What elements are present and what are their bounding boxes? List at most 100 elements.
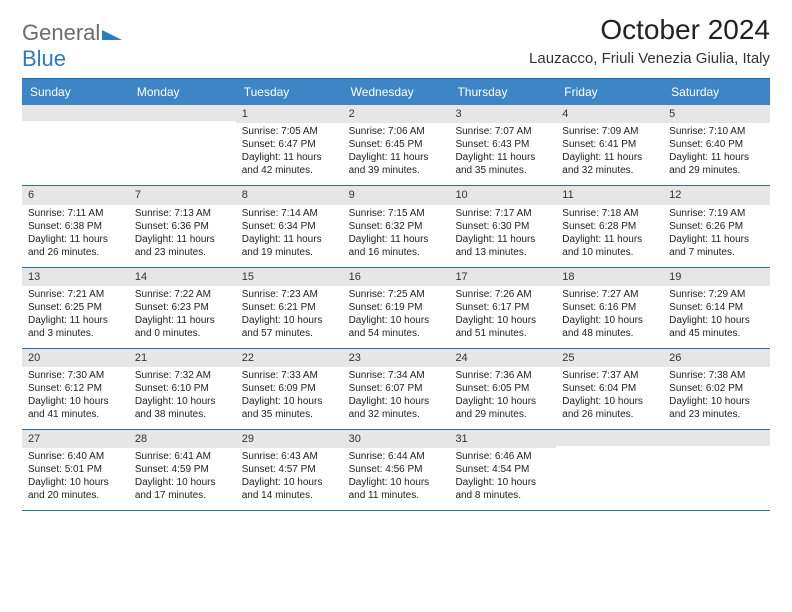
- day-number: 1: [236, 105, 343, 123]
- day-number: 14: [129, 268, 236, 286]
- day-cell: [663, 430, 770, 510]
- day-cell: 1Sunrise: 7:05 AMSunset: 6:47 PMDaylight…: [236, 105, 343, 185]
- page-title: October 2024: [529, 14, 770, 46]
- logo-word-1: General: [22, 20, 100, 45]
- sunrise-text: Sunrise: 7:38 AM: [669, 369, 764, 382]
- sunset-text: Sunset: 6:26 PM: [669, 220, 764, 233]
- day-body: Sunrise: 7:10 AMSunset: 6:40 PMDaylight:…: [663, 123, 770, 185]
- day-body: Sunrise: 7:18 AMSunset: 6:28 PMDaylight:…: [556, 205, 663, 267]
- day-body: Sunrise: 6:41 AMSunset: 4:59 PMDaylight:…: [129, 448, 236, 510]
- sunset-text: Sunset: 6:23 PM: [135, 301, 230, 314]
- daylight-text: Daylight: 11 hours and 32 minutes.: [562, 151, 657, 177]
- day-number: 7: [129, 186, 236, 204]
- sunrise-text: Sunrise: 7:22 AM: [135, 288, 230, 301]
- weekday-label: Monday: [129, 79, 236, 105]
- sunrise-text: Sunrise: 7:15 AM: [349, 207, 444, 220]
- day-number: 20: [22, 349, 129, 367]
- day-number: [22, 105, 129, 121]
- day-body: Sunrise: 7:34 AMSunset: 6:07 PMDaylight:…: [343, 367, 450, 429]
- daylight-text: Daylight: 11 hours and 26 minutes.: [28, 233, 123, 259]
- day-body: Sunrise: 7:14 AMSunset: 6:34 PMDaylight:…: [236, 205, 343, 267]
- daylight-text: Daylight: 11 hours and 16 minutes.: [349, 233, 444, 259]
- logo-triangle-icon: [102, 26, 122, 40]
- daylight-text: Daylight: 11 hours and 13 minutes.: [455, 233, 550, 259]
- daylight-text: Daylight: 10 hours and 48 minutes.: [562, 314, 657, 340]
- day-body: Sunrise: 6:43 AMSunset: 4:57 PMDaylight:…: [236, 448, 343, 510]
- day-body: Sunrise: 7:07 AMSunset: 6:43 PMDaylight:…: [449, 123, 556, 185]
- day-cell: 9Sunrise: 7:15 AMSunset: 6:32 PMDaylight…: [343, 186, 450, 266]
- day-number: 16: [343, 268, 450, 286]
- day-body: Sunrise: 7:36 AMSunset: 6:05 PMDaylight:…: [449, 367, 556, 429]
- day-number: 30: [343, 430, 450, 448]
- day-cell: 10Sunrise: 7:17 AMSunset: 6:30 PMDayligh…: [449, 186, 556, 266]
- daylight-text: Daylight: 10 hours and 26 minutes.: [562, 395, 657, 421]
- day-number: 13: [22, 268, 129, 286]
- sunset-text: Sunset: 6:41 PM: [562, 138, 657, 151]
- day-body: Sunrise: 7:23 AMSunset: 6:21 PMDaylight:…: [236, 286, 343, 348]
- day-cell: 13Sunrise: 7:21 AMSunset: 6:25 PMDayligh…: [22, 268, 129, 348]
- daylight-text: Daylight: 10 hours and 35 minutes.: [242, 395, 337, 421]
- day-body: Sunrise: 6:40 AMSunset: 5:01 PMDaylight:…: [22, 448, 129, 510]
- day-body: Sunrise: 7:19 AMSunset: 6:26 PMDaylight:…: [663, 205, 770, 267]
- sunrise-text: Sunrise: 7:07 AM: [455, 125, 550, 138]
- daylight-text: Daylight: 11 hours and 19 minutes.: [242, 233, 337, 259]
- sunrise-text: Sunrise: 7:06 AM: [349, 125, 444, 138]
- daylight-text: Daylight: 10 hours and 11 minutes.: [349, 476, 444, 502]
- weekday-header: SundayMondayTuesdayWednesdayThursdayFrid…: [22, 79, 770, 105]
- day-cell: 4Sunrise: 7:09 AMSunset: 6:41 PMDaylight…: [556, 105, 663, 185]
- sunset-text: Sunset: 6:38 PM: [28, 220, 123, 233]
- weekday-label: Saturday: [663, 79, 770, 105]
- day-number: 17: [449, 268, 556, 286]
- sunrise-text: Sunrise: 6:44 AM: [349, 450, 444, 463]
- day-body: Sunrise: 6:46 AMSunset: 4:54 PMDaylight:…: [449, 448, 556, 510]
- day-cell: 18Sunrise: 7:27 AMSunset: 6:16 PMDayligh…: [556, 268, 663, 348]
- day-cell: 15Sunrise: 7:23 AMSunset: 6:21 PMDayligh…: [236, 268, 343, 348]
- sunset-text: Sunset: 6:10 PM: [135, 382, 230, 395]
- day-number: [663, 430, 770, 446]
- day-cell: 29Sunrise: 6:43 AMSunset: 4:57 PMDayligh…: [236, 430, 343, 510]
- daylight-text: Daylight: 11 hours and 10 minutes.: [562, 233, 657, 259]
- daylight-text: Daylight: 10 hours and 32 minutes.: [349, 395, 444, 421]
- day-cell: 19Sunrise: 7:29 AMSunset: 6:14 PMDayligh…: [663, 268, 770, 348]
- day-cell: [129, 105, 236, 185]
- sunrise-text: Sunrise: 7:29 AM: [669, 288, 764, 301]
- daylight-text: Daylight: 11 hours and 7 minutes.: [669, 233, 764, 259]
- day-number: 4: [556, 105, 663, 123]
- sunset-text: Sunset: 4:59 PM: [135, 463, 230, 476]
- sunset-text: Sunset: 6:05 PM: [455, 382, 550, 395]
- sunrise-text: Sunrise: 7:11 AM: [28, 207, 123, 220]
- sunset-text: Sunset: 4:54 PM: [455, 463, 550, 476]
- sunset-text: Sunset: 6:34 PM: [242, 220, 337, 233]
- day-body: Sunrise: 7:11 AMSunset: 6:38 PMDaylight:…: [22, 205, 129, 267]
- sunrise-text: Sunrise: 7:25 AM: [349, 288, 444, 301]
- daylight-text: Daylight: 10 hours and 20 minutes.: [28, 476, 123, 502]
- week-row: 1Sunrise: 7:05 AMSunset: 6:47 PMDaylight…: [22, 105, 770, 186]
- day-body: Sunrise: 6:44 AMSunset: 4:56 PMDaylight:…: [343, 448, 450, 510]
- day-number: [129, 105, 236, 121]
- day-cell: 2Sunrise: 7:06 AMSunset: 6:45 PMDaylight…: [343, 105, 450, 185]
- sunset-text: Sunset: 6:16 PM: [562, 301, 657, 314]
- day-body: Sunrise: 7:29 AMSunset: 6:14 PMDaylight:…: [663, 286, 770, 348]
- daylight-text: Daylight: 11 hours and 35 minutes.: [455, 151, 550, 177]
- day-number: 24: [449, 349, 556, 367]
- sunset-text: Sunset: 6:43 PM: [455, 138, 550, 151]
- daylight-text: Daylight: 10 hours and 14 minutes.: [242, 476, 337, 502]
- day-cell: 11Sunrise: 7:18 AMSunset: 6:28 PMDayligh…: [556, 186, 663, 266]
- day-cell: 23Sunrise: 7:34 AMSunset: 6:07 PMDayligh…: [343, 349, 450, 429]
- sunset-text: Sunset: 6:28 PM: [562, 220, 657, 233]
- sunrise-text: Sunrise: 6:43 AM: [242, 450, 337, 463]
- day-body: Sunrise: 7:13 AMSunset: 6:36 PMDaylight:…: [129, 205, 236, 267]
- sunrise-text: Sunrise: 7:36 AM: [455, 369, 550, 382]
- day-cell: 21Sunrise: 7:32 AMSunset: 6:10 PMDayligh…: [129, 349, 236, 429]
- day-body: Sunrise: 7:21 AMSunset: 6:25 PMDaylight:…: [22, 286, 129, 348]
- sunset-text: Sunset: 6:19 PM: [349, 301, 444, 314]
- daylight-text: Daylight: 10 hours and 41 minutes.: [28, 395, 123, 421]
- sunset-text: Sunset: 6:36 PM: [135, 220, 230, 233]
- sunrise-text: Sunrise: 7:18 AM: [562, 207, 657, 220]
- day-number: 10: [449, 186, 556, 204]
- sunrise-text: Sunrise: 7:37 AM: [562, 369, 657, 382]
- sunset-text: Sunset: 6:02 PM: [669, 382, 764, 395]
- sunset-text: Sunset: 6:47 PM: [242, 138, 337, 151]
- sunrise-text: Sunrise: 7:33 AM: [242, 369, 337, 382]
- weekday-label: Wednesday: [343, 79, 450, 105]
